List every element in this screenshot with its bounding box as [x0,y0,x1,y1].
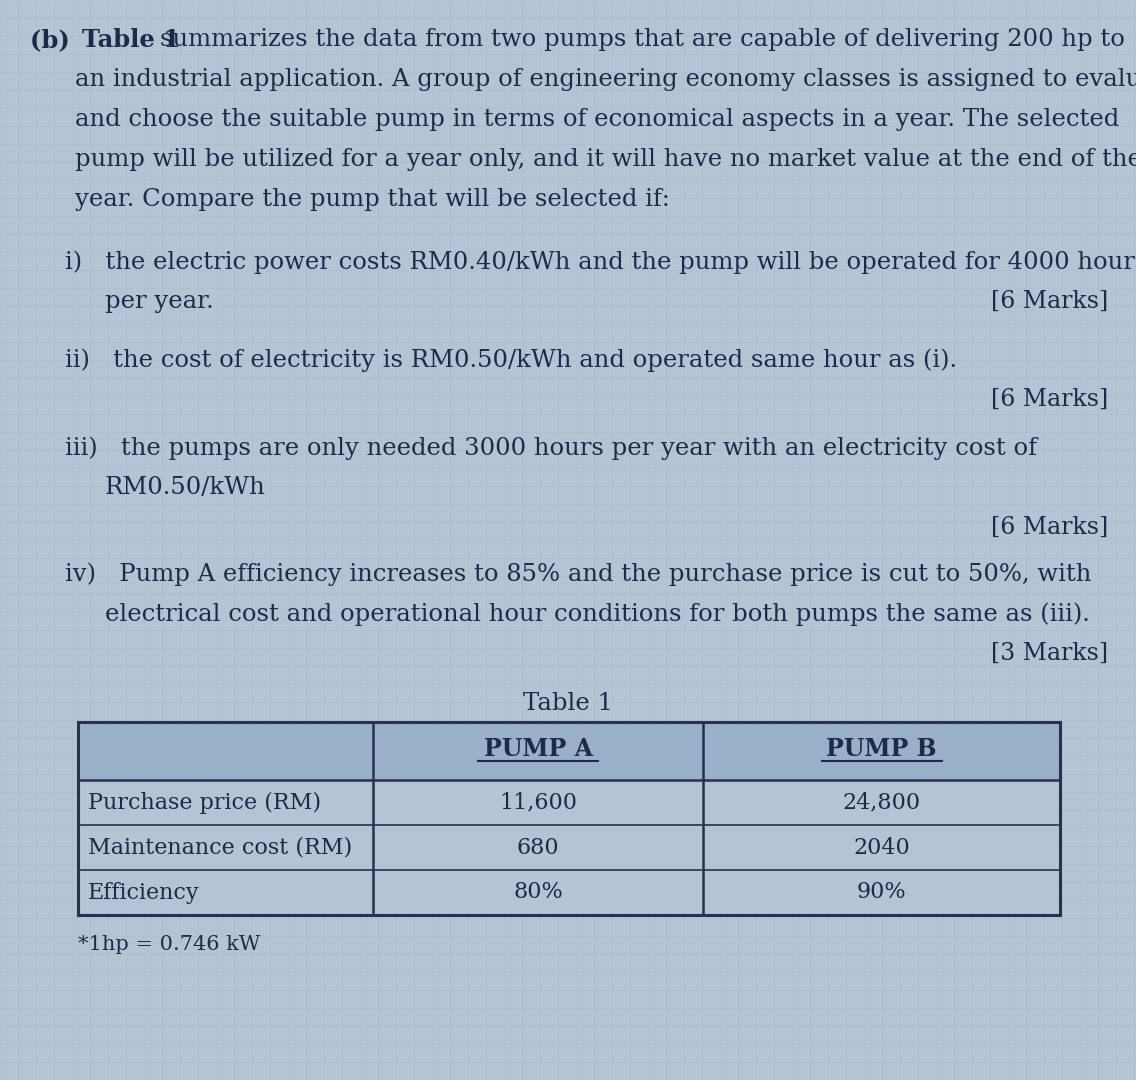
Text: Purchase price (RM): Purchase price (RM) [87,792,321,813]
Text: PUMP B: PUMP B [826,737,937,761]
Bar [78,780,1060,825]
Text: summarizes the data from two pumps that are capable of delivering 200 hp to: summarizes the data from two pumps that … [160,28,1125,51]
Text: [6 Marks]: [6 Marks] [991,388,1108,411]
Text: RM0.50/kWh: RM0.50/kWh [105,476,266,499]
Text: an industrial application. A group of engineering economy classes is assigned to: an industrial application. A group of en… [75,68,1136,91]
Text: year. Compare the pump that will be selected if:: year. Compare the pump that will be sele… [75,188,670,211]
Text: PUMP A: PUMP A [484,737,593,761]
Text: [3 Marks]: [3 Marks] [991,642,1108,665]
Text: iv)   Pump A efficiency increases to 85% and the purchase price is cut to 50%, w: iv) Pump A efficiency increases to 85% a… [65,562,1092,585]
Text: (b): (b) [30,28,95,52]
Bar [78,723,1060,780]
Text: 24,800: 24,800 [843,792,920,813]
Text: [6 Marks]: [6 Marks] [991,516,1108,539]
Text: i)   the electric power costs RM0.40/kWh and the pump will be operated for 4000 : i) the electric power costs RM0.40/kWh a… [65,249,1136,273]
Text: Table 1: Table 1 [523,692,613,715]
Text: electrical cost and operational hour conditions for both pumps the same as (iii): electrical cost and operational hour con… [105,602,1089,625]
Text: *1hp = 0.746 kW: *1hp = 0.746 kW [78,935,260,954]
Text: pump will be utilized for a year only, and it will have no market value at the e: pump will be utilized for a year only, a… [75,148,1136,171]
Text: iii)   the pumps are only needed 3000 hours per year with an electricity cost of: iii) the pumps are only needed 3000 hour… [65,436,1037,459]
Text: ii)   the cost of electricity is RM0.50/kWh and operated same hour as (i).: ii) the cost of electricity is RM0.50/kW… [65,348,958,372]
Text: per year.: per year. [105,291,214,313]
Text: [6 Marks]: [6 Marks] [991,291,1108,313]
Text: Table 1: Table 1 [82,28,189,52]
Bar [78,825,1060,870]
Text: 680: 680 [517,837,559,859]
Text: 90%: 90% [857,881,907,904]
Text: 2040: 2040 [853,837,910,859]
Text: and choose the suitable pump in terms of economical aspects in a year. The selec: and choose the suitable pump in terms of… [75,108,1119,131]
Text: Maintenance cost (RM): Maintenance cost (RM) [87,837,352,859]
Text: Efficiency: Efficiency [87,881,200,904]
Text: 11,600: 11,600 [499,792,577,813]
Text: 80%: 80% [513,881,562,904]
Bar [78,870,1060,915]
